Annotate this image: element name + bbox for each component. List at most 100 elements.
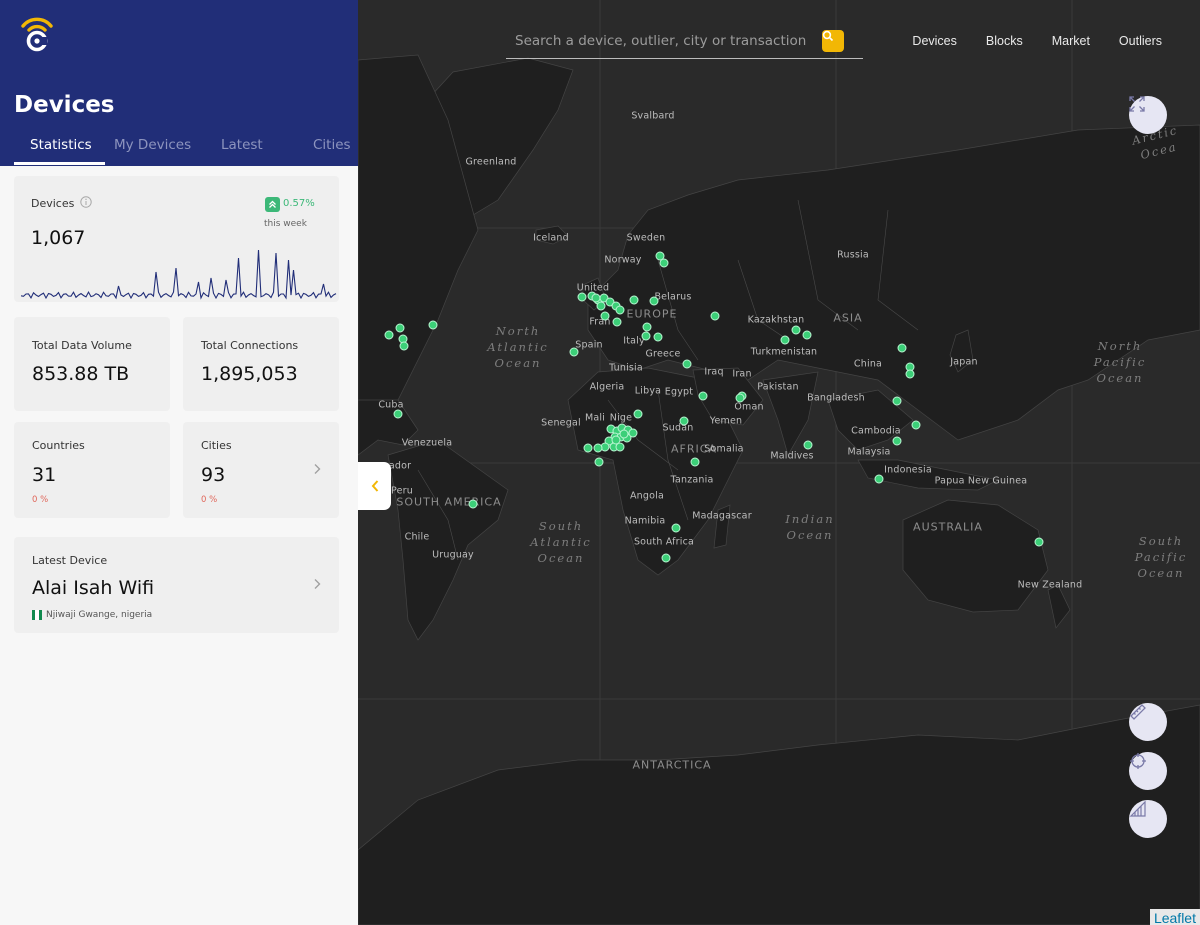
- device-marker[interactable]: [710, 311, 720, 321]
- device-marker[interactable]: [1034, 537, 1044, 547]
- map-label: AUSTRALIA: [913, 520, 983, 534]
- map-label: New Zealand: [1017, 579, 1083, 591]
- device-marker[interactable]: [612, 317, 622, 327]
- leaflet-attribution[interactable]: Leaflet: [1149, 909, 1200, 925]
- device-marker[interactable]: [615, 442, 625, 452]
- device-marker[interactable]: [642, 322, 652, 332]
- device-marker[interactable]: [591, 293, 601, 303]
- device-marker[interactable]: [569, 347, 579, 357]
- device-marker[interactable]: [682, 359, 692, 369]
- device-marker[interactable]: [593, 443, 603, 453]
- map-label: ador: [388, 460, 412, 472]
- search-button[interactable]: [822, 30, 844, 52]
- latest-device-location: Njiwaji Gwange, nigeria: [46, 610, 153, 620]
- map-label: Kazakhstan: [747, 314, 805, 326]
- device-marker[interactable]: [905, 369, 915, 379]
- device-marker[interactable]: [428, 320, 438, 330]
- tab-my-devices[interactable]: My Devices: [114, 137, 192, 153]
- device-marker[interactable]: [468, 499, 478, 509]
- nav-devices[interactable]: Devices: [912, 34, 957, 48]
- world-map[interactable]: Svalbard Greenland Iceland Sweden Norway Russ…: [358, 0, 1200, 925]
- cities-card[interactable]: Cities 93 0 %: [183, 422, 339, 518]
- device-marker[interactable]: [583, 443, 593, 453]
- collapse-sidebar-button[interactable]: [358, 462, 391, 510]
- device-marker[interactable]: [911, 420, 921, 430]
- device-marker[interactable]: [897, 343, 907, 353]
- latest-device-name: Alai Isah Wifi: [32, 577, 155, 599]
- map-label: Sudan: [662, 422, 694, 434]
- map-label: AFRICA: [671, 442, 717, 456]
- device-marker[interactable]: [735, 393, 745, 403]
- measure-button[interactable]: [1129, 703, 1167, 741]
- device-marker[interactable]: [679, 416, 689, 426]
- device-marker[interactable]: [892, 436, 902, 446]
- trend-up-badge: [265, 197, 280, 212]
- sidebar: Devices Statistics My Devices Latest Cit…: [0, 0, 358, 925]
- device-marker[interactable]: [690, 457, 700, 467]
- active-tab-indicator: [14, 162, 105, 165]
- locate-button[interactable]: [1129, 752, 1167, 790]
- device-marker[interactable]: [629, 295, 639, 305]
- device-marker[interactable]: [395, 323, 405, 333]
- signal-bars-icon: [1129, 800, 1146, 817]
- device-marker[interactable]: [698, 391, 708, 401]
- map-label: Nige: [609, 412, 633, 424]
- page-title: Devices: [14, 92, 115, 118]
- device-marker[interactable]: [653, 332, 663, 342]
- device-marker[interactable]: [399, 341, 409, 351]
- device-marker[interactable]: [611, 435, 621, 445]
- device-marker[interactable]: [641, 331, 651, 341]
- map-label: Spain: [575, 339, 603, 351]
- nav-blocks[interactable]: Blocks: [985, 34, 1023, 48]
- device-marker[interactable]: [615, 305, 625, 315]
- device-marker[interactable]: [671, 523, 681, 533]
- map-label: Chile: [404, 531, 430, 543]
- device-marker[interactable]: [659, 258, 669, 268]
- ruler-icon: [1130, 704, 1146, 720]
- connections-value: 1,895,053: [201, 363, 298, 385]
- info-icon[interactable]: [80, 196, 92, 208]
- device-marker[interactable]: [594, 457, 604, 467]
- countries-label: Countries: [32, 439, 85, 452]
- signal-button[interactable]: [1129, 800, 1167, 838]
- device-marker[interactable]: [892, 396, 902, 406]
- map-label: Iceland: [533, 232, 569, 244]
- nav-outliers[interactable]: Outliers: [1118, 34, 1162, 48]
- map-label: Belarus: [654, 291, 692, 303]
- device-marker[interactable]: [628, 428, 638, 438]
- nav-market[interactable]: Market: [1051, 34, 1090, 48]
- tab-cities[interactable]: Cities: [313, 137, 351, 153]
- map-label: SOUTH AMERICA: [396, 495, 502, 509]
- device-marker[interactable]: [791, 325, 801, 335]
- device-marker[interactable]: [384, 330, 394, 340]
- search-input[interactable]: [506, 26, 816, 56]
- device-marker[interactable]: [577, 292, 587, 302]
- cities-label: Cities: [201, 439, 232, 452]
- map-label: United: [576, 282, 610, 294]
- app-logo[interactable]: [20, 16, 54, 56]
- tab-statistics[interactable]: Statistics: [30, 137, 92, 153]
- device-marker[interactable]: [633, 409, 643, 419]
- tab-latest[interactable]: Latest: [221, 137, 263, 153]
- map-label: Senegal: [541, 417, 581, 429]
- device-marker[interactable]: [596, 301, 606, 311]
- device-marker[interactable]: [780, 335, 790, 345]
- fullscreen-icon: [1129, 96, 1145, 112]
- device-marker[interactable]: [803, 440, 813, 450]
- map-label: Somalia: [704, 443, 744, 455]
- device-marker[interactable]: [802, 330, 812, 340]
- device-marker[interactable]: [874, 474, 884, 484]
- device-marker[interactable]: [661, 553, 671, 563]
- device-marker[interactable]: [393, 409, 403, 419]
- map-label: North Pacific Ocean: [1093, 339, 1147, 385]
- device-marker[interactable]: [600, 311, 610, 321]
- device-marker[interactable]: [649, 296, 659, 306]
- map-label: Madagascar: [692, 510, 752, 522]
- fullscreen-button[interactable]: [1129, 96, 1167, 134]
- devices-card: Devices 1,067 0.57% this week: [14, 176, 339, 302]
- device-marker[interactable]: [619, 429, 629, 439]
- map-label: ASIA: [833, 311, 863, 325]
- map-label: Cuba: [378, 399, 404, 411]
- latest-device-card[interactable]: Latest Device Alai Isah Wifi Njiwaji Gwa…: [14, 537, 339, 633]
- double-chevron-up-icon: [269, 200, 276, 208]
